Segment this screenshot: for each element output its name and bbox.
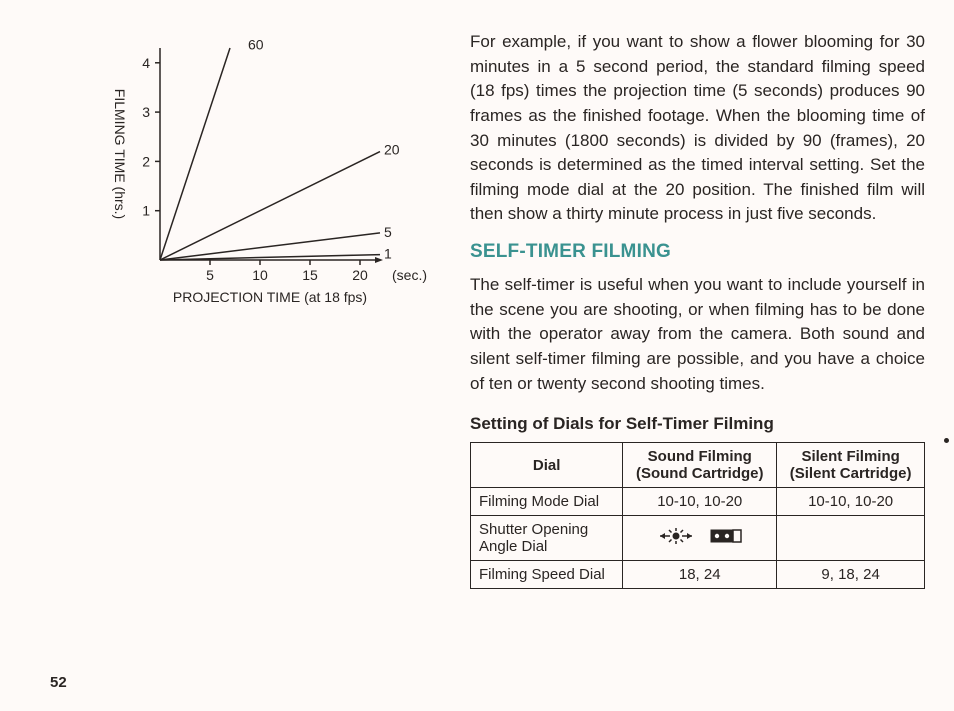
col-header-silent: Silent Filming(Silent Cartridge) <box>777 443 925 488</box>
svg-text:15: 15 <box>302 267 318 283</box>
svg-text:10: 10 <box>252 267 268 283</box>
cell-sound: 18, 24 <box>623 561 777 589</box>
row-label: Filming Speed Dial <box>471 561 623 589</box>
svg-text:5: 5 <box>384 224 392 240</box>
table-row: Filming Speed Dial18, 249, 18, 24 <box>471 561 925 589</box>
svg-text:5: 5 <box>206 267 214 283</box>
cell-sound <box>623 516 777 561</box>
svg-text:4: 4 <box>142 55 150 71</box>
row-label: Shutter OpeningAngle Dial <box>471 516 623 561</box>
hole-punch-dot <box>944 438 949 443</box>
cell-sound: 10-10, 10-20 <box>623 488 777 516</box>
cell-silent: 10-10, 10-20 <box>777 488 925 516</box>
svg-text:3: 3 <box>142 104 150 120</box>
section-heading: SELF-TIMER FILMING <box>470 241 925 263</box>
svg-text:2: 2 <box>142 153 150 169</box>
cartridge-icon <box>708 526 744 550</box>
body-para-2: The self-timer is useful when you want t… <box>470 273 925 396</box>
table-heading: Setting of Dials for Self-Timer Filming <box>470 414 925 434</box>
svg-text:(sec.): (sec.) <box>392 267 427 283</box>
cell-silent: 9, 18, 24 <box>777 561 925 589</box>
sun-arrow-icon <box>656 526 696 550</box>
col-header-dial: Dial <box>471 443 623 488</box>
row-label: Filming Mode Dial <box>471 488 623 516</box>
svg-text:1: 1 <box>142 203 150 219</box>
page-number: 52 <box>50 674 67 691</box>
svg-text:PROJECTION TIME (at 18 fps): PROJECTION TIME (at 18 fps) <box>173 289 367 305</box>
table-row: Shutter OpeningAngle Dial <box>471 516 925 561</box>
svg-text:20: 20 <box>384 142 400 158</box>
svg-text:20: 20 <box>352 267 368 283</box>
dials-table: Dial Sound Filming(Sound Cartridge) Sile… <box>470 442 925 589</box>
body-para-1: For example, if you want to show a flowe… <box>470 30 925 227</box>
col-header-sound: Sound Filming(Sound Cartridge) <box>623 443 777 488</box>
svg-text:1: 1 <box>384 246 392 262</box>
table-row: Filming Mode Dial10-10, 10-2010-10, 10-2… <box>471 488 925 516</box>
svg-text:60: 60 <box>248 37 264 53</box>
cell-silent <box>777 516 925 561</box>
projection-time-chart: 5101520(sec.)1234602051FILMING TIME (hrs… <box>75 30 435 320</box>
svg-text:FILMING TIME (hrs.): FILMING TIME (hrs.) <box>112 89 128 219</box>
